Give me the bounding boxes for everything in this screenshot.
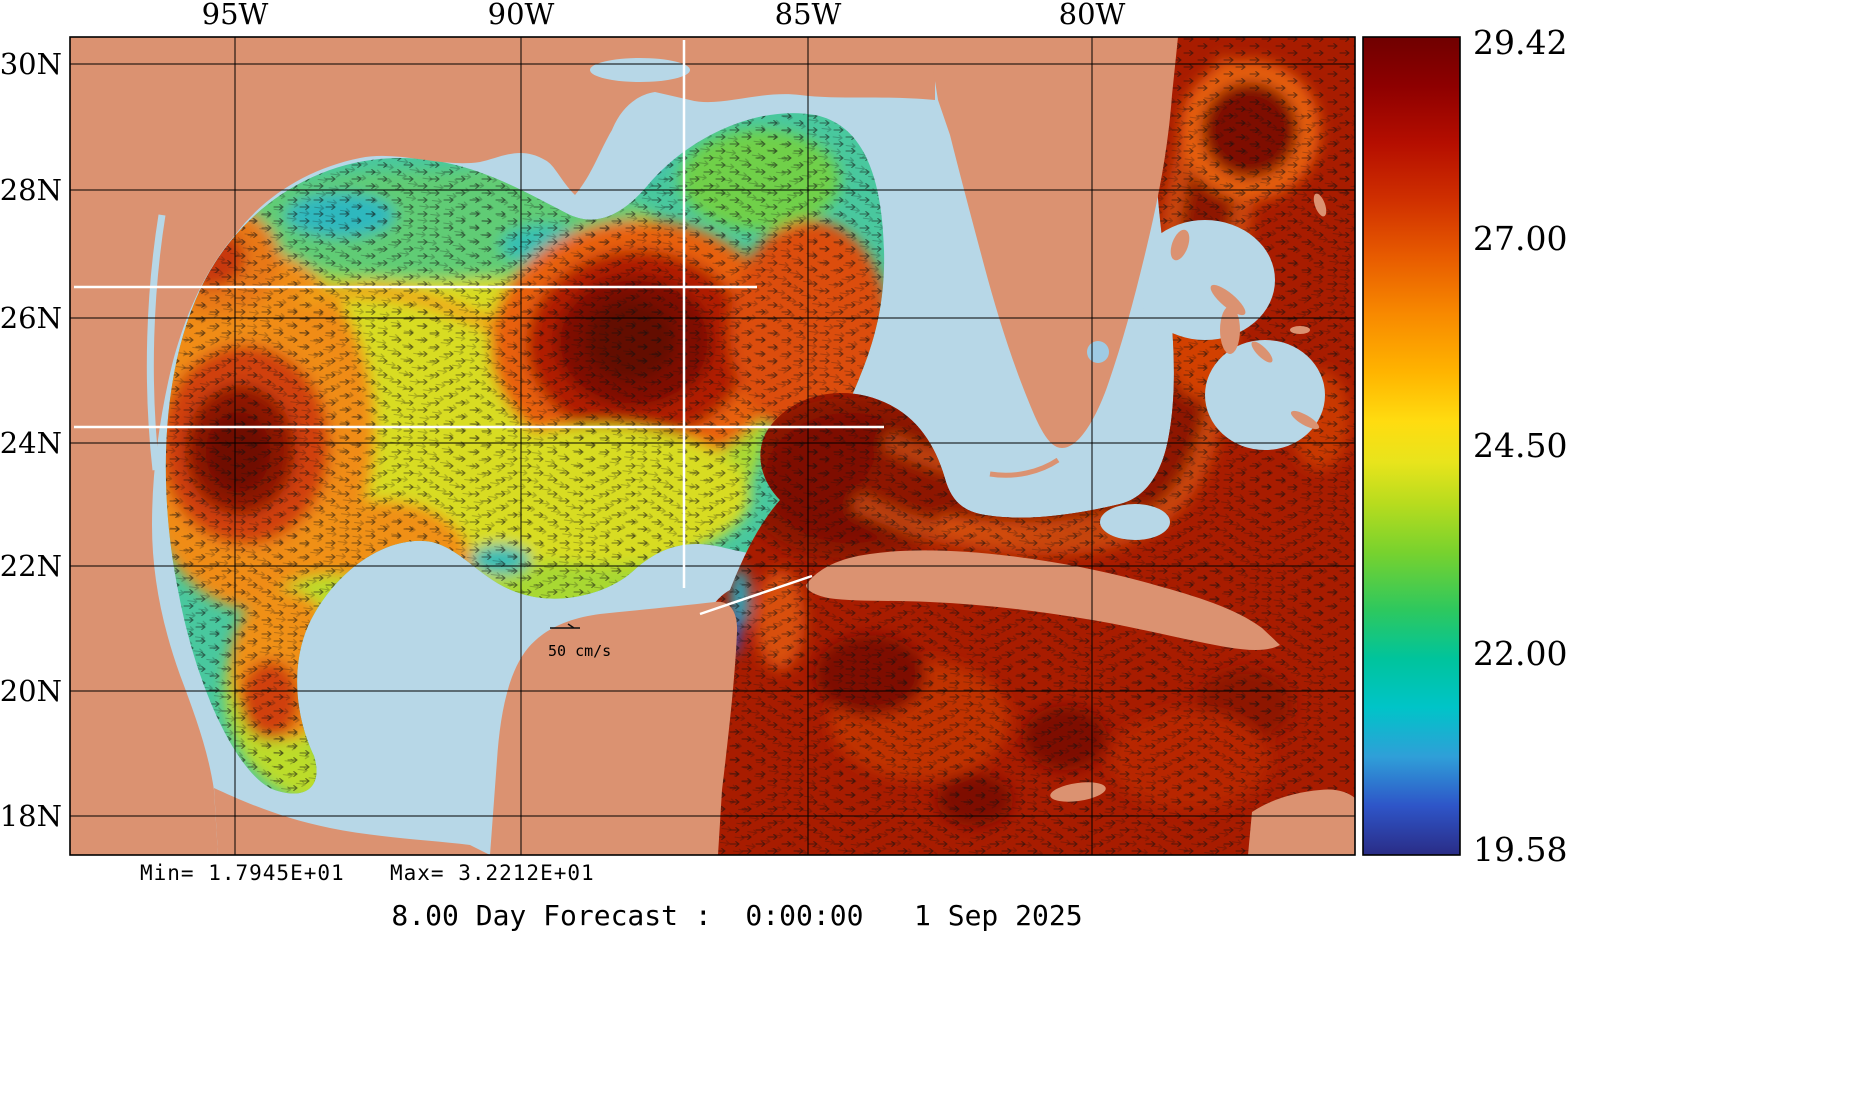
colorbar-frame (1362, 36, 1461, 856)
x-tick-85w: 85W (775, 0, 842, 31)
y-tick-28n: 28N (0, 173, 62, 207)
colorbar-gradient (1363, 37, 1460, 855)
land-mexico-bottom (214, 788, 490, 855)
bahama-bank (1135, 220, 1275, 340)
y-tick-22n: 22N (0, 549, 62, 583)
texas-lagoons (146, 214, 166, 471)
land-yucatan (490, 601, 738, 855)
cb-tick-min: 19.58 (1473, 830, 1567, 869)
land-north-west-coast (70, 37, 935, 855)
plot-title: 8.00 Day Forecast : 0:00:00 1 Sep 2025 (391, 899, 1082, 932)
y-tick-26n: 26N (0, 301, 62, 335)
map-frame (69, 36, 1356, 856)
field-max-label: Max= 3.2212E+01 (390, 861, 595, 885)
bahama-bank-south (1205, 340, 1325, 450)
cay-sal-bank (1100, 504, 1170, 540)
colorbar: 29.42 27.00 24.50 22.00 19.58 (1362, 23, 1567, 869)
colorbar-ticks: 29.42 27.00 24.50 22.00 19.58 (1473, 23, 1567, 869)
cb-tick-max: 29.42 (1473, 23, 1567, 62)
x-tick-95w: 95W (202, 0, 269, 31)
section-line-yucatan-channel (699, 574, 813, 616)
y-tick-20n: 20N (0, 674, 62, 708)
y-tick-18n: 18N (0, 799, 62, 833)
vector-scale: 50 cm/s (548, 623, 611, 660)
land-hispaniola (1248, 789, 1355, 855)
map-area: 50 cm/s (70, 37, 1355, 855)
cb-tick-245: 24.50 (1473, 426, 1567, 465)
vector-scale-arrow (550, 623, 580, 629)
x-tick-90w: 90W (488, 0, 555, 31)
y-tick-24n: 24N (0, 426, 62, 460)
field-min-label: Min= 1.7945E+01 (140, 861, 345, 885)
land-florida (928, 37, 1178, 448)
y-axis-ticks: 30N 28N 26N 24N 22N 20N 18N (0, 47, 62, 833)
section-lines (74, 40, 884, 616)
x-axis-ticks: 95W 90W 85W 80W (202, 0, 1126, 31)
mississippi-sound (590, 58, 690, 82)
x-tick-80w: 80W (1059, 0, 1126, 31)
vector-scale-label: 50 cm/s (548, 642, 611, 660)
cb-tick-27: 27.00 (1473, 219, 1567, 258)
land-cuba (806, 550, 1280, 651)
lake-okeechobee (1087, 341, 1109, 363)
y-tick-30n: 30N (0, 47, 62, 81)
grid-lines (70, 37, 1355, 855)
florida-keys (989, 457, 1060, 478)
cb-tick-22: 22.00 (1473, 634, 1567, 673)
